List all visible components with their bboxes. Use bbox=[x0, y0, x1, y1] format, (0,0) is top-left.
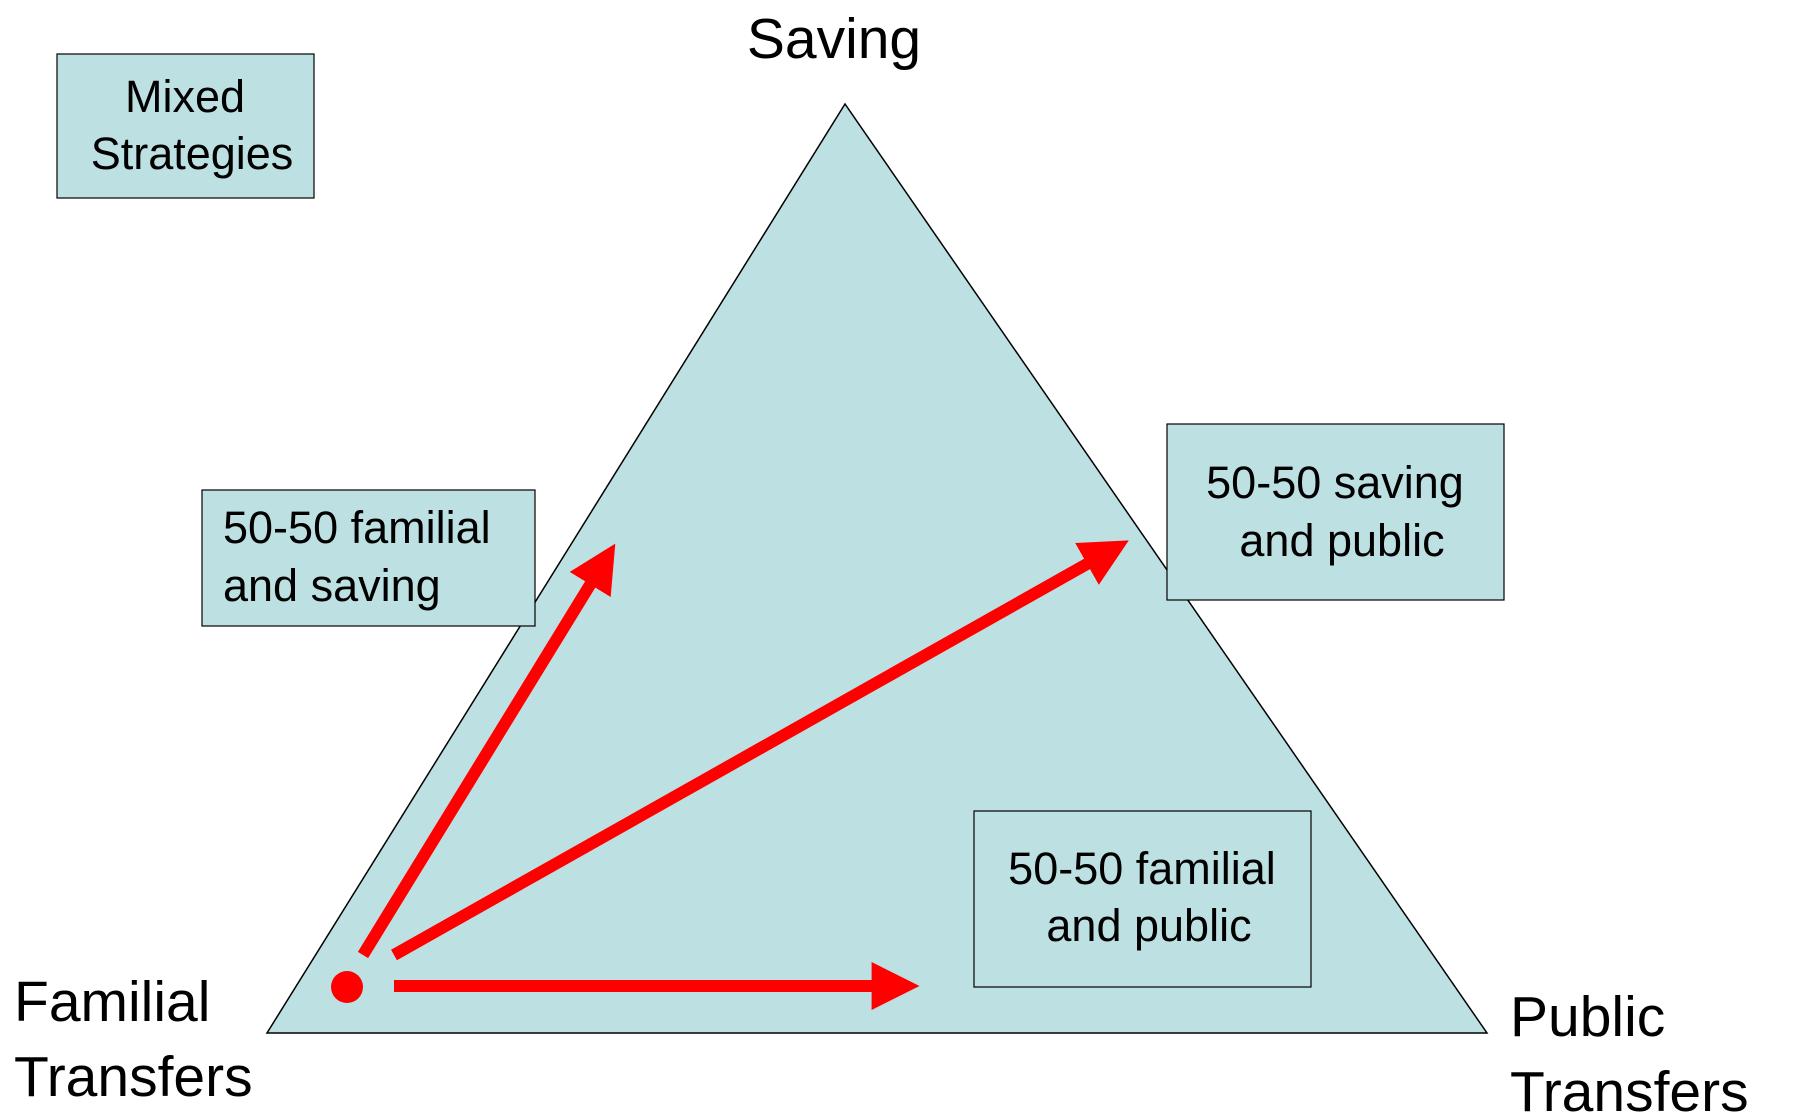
title-line: Mixed bbox=[125, 71, 245, 122]
box-line: 50-50 familial bbox=[223, 502, 491, 553]
title-box bbox=[56, 53, 315, 199]
vertex-label: Saving bbox=[747, 7, 921, 71]
arrow bbox=[391, 540, 1129, 961]
box-line: 50-50 saving bbox=[1206, 457, 1464, 508]
vertex-label: Transfers bbox=[14, 1045, 253, 1109]
box-line: and public bbox=[1239, 515, 1444, 566]
box-line: and public bbox=[1046, 900, 1251, 951]
box-line: 50-50 familial bbox=[1008, 843, 1276, 894]
box bbox=[973, 810, 1312, 988]
start-dot bbox=[331, 971, 363, 1003]
arrow bbox=[357, 543, 616, 959]
box bbox=[201, 489, 536, 627]
vertex-label: Public bbox=[1510, 985, 1665, 1049]
title-line: Strategies bbox=[91, 128, 294, 179]
triangle bbox=[265, 102, 1489, 1034]
vertex-label: Transfers bbox=[1510, 1060, 1749, 1118]
box bbox=[1166, 423, 1505, 601]
box-line: and saving bbox=[223, 560, 441, 611]
vertex-label: Familial bbox=[14, 970, 210, 1034]
